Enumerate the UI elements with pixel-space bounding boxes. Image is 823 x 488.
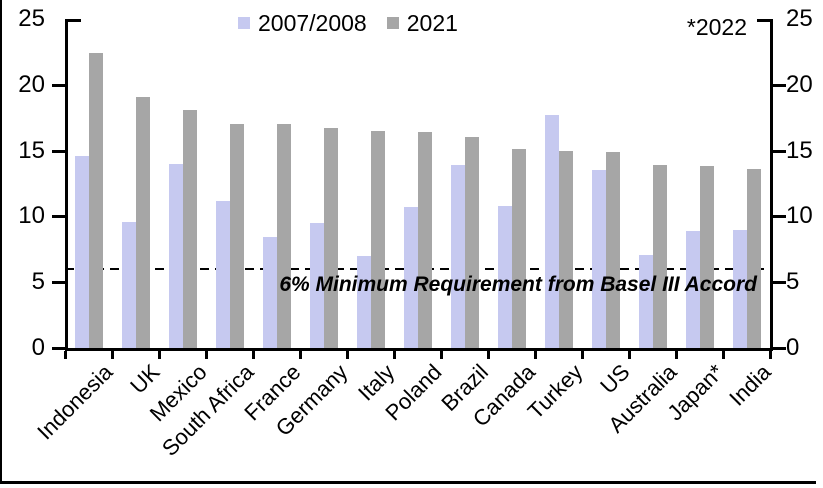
bar-2007-2008-south-africa (216, 201, 230, 348)
x-tick (252, 351, 255, 359)
footnote-2022: *2022 (686, 14, 747, 40)
bar-2021-brazil (465, 137, 479, 348)
legend-item-2007-2008: 2007/2008 (238, 10, 367, 36)
y-tick-left (52, 347, 65, 350)
x-category-label-indonesia: Indonesia (32, 359, 118, 445)
x-axis (65, 348, 773, 351)
bar-2021-mexico (183, 110, 197, 348)
x-tick (111, 351, 114, 359)
bar-2007-2008-canada (498, 206, 512, 348)
y-axis-label-left: 5 (31, 268, 45, 295)
y-tick-right (773, 84, 786, 87)
x-tick (534, 351, 537, 359)
y-axis-label-right: 0 (786, 334, 800, 361)
x-tick (487, 351, 490, 359)
legend-label-2021: 2021 (406, 10, 458, 36)
image-border-bottom (0, 481, 816, 484)
bar-2007-2008-brazil (451, 165, 465, 348)
bar-2021-france (277, 124, 291, 348)
y-tick-right (773, 150, 786, 153)
legend-item-2021: 2021 (386, 10, 458, 36)
bar-2021-germany (324, 128, 338, 348)
y-tick-left (52, 281, 65, 284)
x-tick (628, 351, 631, 359)
image-border-left (0, 0, 2, 484)
x-tick (299, 351, 302, 359)
bar-2007-2008-italy (357, 256, 371, 348)
legend-swatch-2007-2008 (238, 17, 250, 29)
bar-2021-uk (136, 97, 150, 348)
x-tick (205, 351, 208, 359)
bar-2007-2008-uk (122, 222, 136, 348)
bar-2021-australia (653, 165, 667, 348)
legend-label-2007-2008: 2007/2008 (258, 10, 367, 36)
x-tick (393, 351, 396, 359)
bar-2007-2008-germany (310, 223, 324, 348)
y-tick-right (773, 281, 786, 284)
bar-2021-japan (700, 166, 714, 348)
bar-2007-2008-us (592, 170, 606, 348)
bar-2007-2008-australia (639, 255, 653, 348)
bar-2007-2008-india (733, 230, 747, 348)
bar-2007-2008-indonesia (75, 156, 89, 348)
bar-2007-2008-japan (686, 231, 700, 348)
y-tick-left (52, 84, 65, 87)
bar-2021-poland (418, 132, 432, 348)
y-tick-left (52, 215, 65, 218)
y-axis-label-right: 15 (786, 137, 813, 164)
x-tick (346, 351, 349, 359)
bar-2007-2008-france (263, 237, 277, 348)
bar-2021-italy (371, 131, 385, 348)
reference-line-label: 6% Minimum Requirement from Basel III Ac… (279, 273, 757, 296)
bar-2021-india (747, 169, 761, 348)
legend-swatch-2021 (386, 17, 399, 29)
bar-2021-indonesia (89, 53, 103, 348)
bar-2021-canada (512, 149, 526, 348)
y-axis-label-right: 20 (786, 71, 813, 98)
bar-2021-south-africa (230, 124, 244, 348)
x-category-label-india: India (724, 359, 776, 411)
y-tick-right (757, 19, 770, 22)
bar-2007-2008-poland (404, 207, 418, 348)
legend: 2007/2008 2021 (238, 10, 458, 36)
x-tick (158, 351, 161, 359)
bar-2007-2008-turkey (545, 115, 559, 348)
y-axis-label-right: 25 (786, 5, 813, 32)
x-tick (581, 351, 584, 359)
x-tick (722, 351, 725, 359)
y-axis-label-right: 5 (786, 268, 800, 295)
x-tick (64, 351, 67, 359)
y-axis-label-left: 25 (18, 5, 45, 32)
y-axis-right (770, 19, 773, 351)
y-axis-label-left: 10 (18, 202, 45, 229)
y-axis-label-right: 10 (786, 202, 813, 229)
y-tick-left (68, 19, 81, 22)
bar-2007-2008-mexico (169, 164, 183, 348)
y-tick-left (52, 150, 65, 153)
y-axis-label-left: 20 (18, 71, 45, 98)
bar-2021-us (606, 152, 620, 348)
x-tick (440, 351, 443, 359)
y-tick-right (773, 215, 786, 218)
y-axis-left (65, 19, 68, 351)
y-axis-label-left: 15 (18, 137, 45, 164)
y-tick-right (773, 347, 786, 350)
x-tick (675, 351, 678, 359)
x-tick (769, 351, 772, 359)
bar-2021-turkey (559, 151, 573, 348)
y-axis-label-left: 0 (31, 334, 45, 361)
